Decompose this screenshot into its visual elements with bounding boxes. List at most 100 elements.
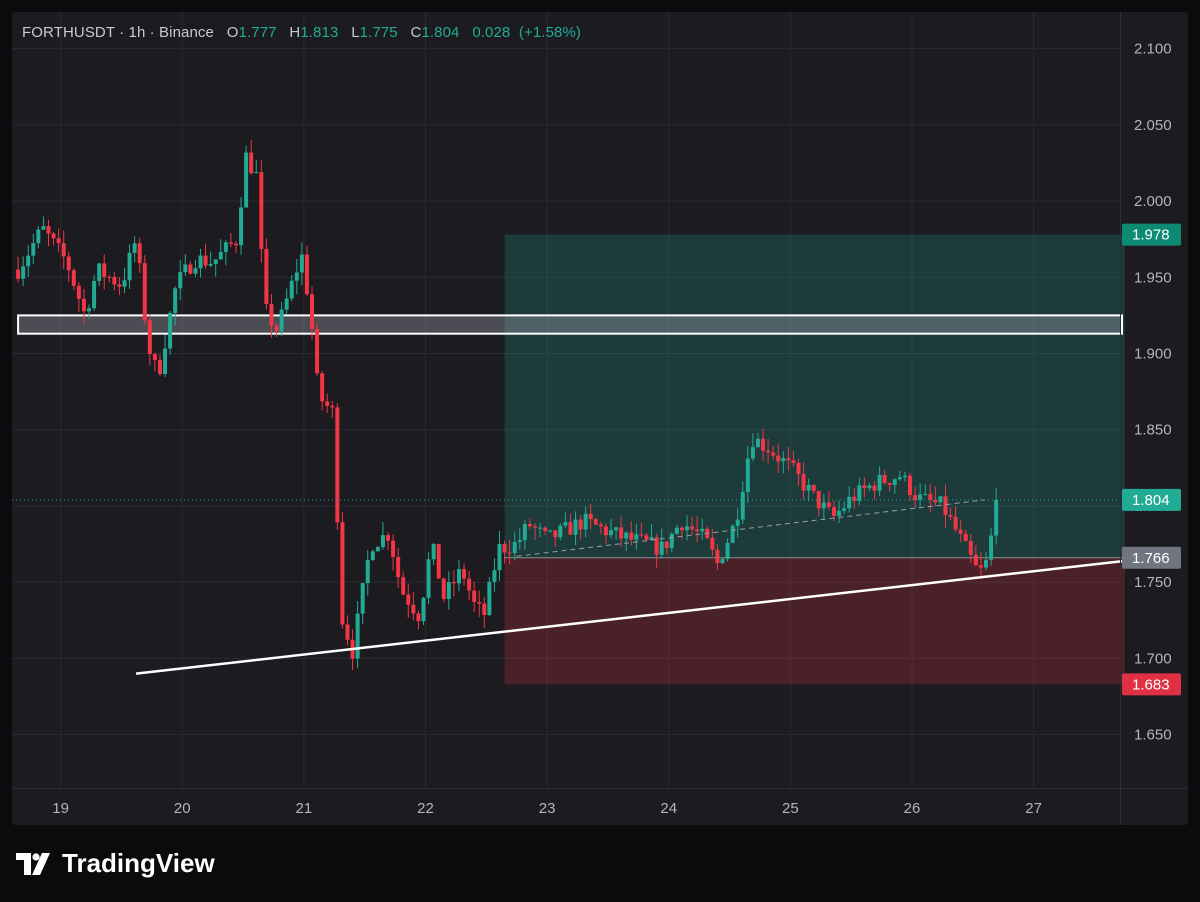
candle-body	[720, 558, 725, 564]
candle-body	[492, 570, 497, 582]
candle-body	[375, 547, 380, 552]
candle-body	[137, 243, 142, 264]
profit-zone	[504, 234, 1125, 558]
y-tick-label: 1.650	[1134, 727, 1172, 744]
close-value: 1.804	[421, 24, 460, 41]
price-label-entry: 1.766	[1132, 550, 1170, 567]
candle-body	[71, 270, 76, 286]
candle-body	[745, 458, 750, 492]
candle-body	[507, 552, 512, 554]
candle-body	[973, 554, 978, 566]
candle-body	[365, 560, 370, 584]
candle-body	[396, 556, 401, 578]
candle-body	[502, 544, 507, 553]
candle-body	[639, 534, 644, 536]
candle-body	[157, 359, 162, 374]
symbol-name[interactable]: FORTHUSDT	[22, 24, 115, 41]
candle-body	[538, 527, 543, 529]
candle-body	[685, 526, 690, 531]
candle-body	[806, 484, 811, 491]
candle-body	[801, 474, 806, 491]
candle-body	[436, 543, 441, 579]
support-trendline	[135, 559, 1126, 675]
candle-body	[512, 542, 517, 554]
candle-body	[304, 254, 309, 295]
candle-body	[938, 496, 943, 503]
x-tick-label: 26	[904, 800, 921, 817]
candle-body	[867, 485, 872, 489]
open-value: 1.777	[238, 24, 277, 41]
price-label-box	[1122, 673, 1181, 696]
candle-body	[882, 474, 887, 484]
candle-body	[462, 569, 467, 579]
candle-body	[477, 602, 482, 604]
candle-body	[821, 502, 826, 509]
candle-body	[669, 533, 674, 549]
candle-body	[36, 229, 41, 244]
x-tick-label: 27	[1025, 800, 1042, 817]
candle-body	[345, 624, 350, 640]
candle-body	[634, 534, 639, 540]
candle-body	[482, 603, 487, 615]
candle-body	[614, 527, 619, 531]
candle-body	[522, 524, 527, 541]
candle-body	[558, 525, 563, 538]
candle-body	[619, 527, 624, 539]
candle-body	[750, 447, 755, 459]
candle-body	[902, 475, 907, 478]
candle-body	[56, 238, 61, 244]
candle-body	[968, 540, 973, 555]
candle-body	[553, 530, 558, 538]
x-tick-label: 24	[660, 800, 677, 817]
candle-body	[66, 256, 71, 271]
candle-body	[274, 325, 279, 332]
candle-body	[862, 485, 867, 489]
position-zones	[504, 234, 1125, 685]
candle-body	[380, 535, 385, 548]
candle-body	[771, 452, 776, 456]
y-tick-label: 2.100	[1134, 41, 1172, 58]
candle-body	[132, 243, 137, 253]
candle-body	[269, 303, 274, 326]
candle-body	[264, 248, 269, 304]
candle-body	[568, 522, 573, 535]
candle-body	[254, 172, 259, 174]
chart-pane[interactable]: 2.1002.0502.0001.9501.9001.8501.8001.750…	[12, 12, 1188, 825]
drawings	[12, 499, 1126, 675]
candle-body	[355, 613, 360, 659]
candle-body	[107, 276, 112, 278]
candle-body	[984, 559, 989, 568]
candle-body	[588, 513, 593, 520]
candle-body	[117, 284, 122, 287]
candle-body	[320, 373, 325, 402]
candle-body	[578, 519, 583, 530]
candle-body	[61, 243, 66, 257]
candle-body	[664, 541, 669, 549]
candle-body	[441, 578, 446, 600]
symbol-legend: FORTHUSDT · 1h · Binance O1.777 H1.813 L…	[22, 24, 581, 41]
candle-body	[573, 519, 578, 535]
price-label-box	[1122, 488, 1181, 511]
x-tick-label: 23	[539, 800, 556, 817]
candle-body	[740, 491, 745, 520]
candle-body	[203, 255, 208, 266]
candle-body	[330, 405, 335, 408]
candle-body	[244, 152, 249, 208]
candle-body	[695, 529, 700, 532]
candle-body	[456, 569, 461, 584]
candle-body	[51, 233, 56, 239]
candle-body	[259, 172, 264, 249]
candle-body	[679, 527, 684, 531]
candle-body	[360, 583, 365, 614]
tradingview-brand[interactable]: TradingView	[16, 848, 215, 879]
candle-body	[168, 312, 173, 349]
candle-body	[852, 496, 857, 501]
price-chart[interactable]: 2.1002.0502.0001.9501.9001.8501.8001.750…	[12, 12, 1188, 825]
candle-body	[654, 537, 659, 555]
candle-body	[46, 226, 51, 234]
candle-body	[624, 532, 629, 539]
candle-body	[127, 252, 132, 281]
interval-label[interactable]: 1h	[128, 24, 146, 41]
candle-body	[188, 264, 193, 274]
candle-body	[386, 535, 391, 541]
